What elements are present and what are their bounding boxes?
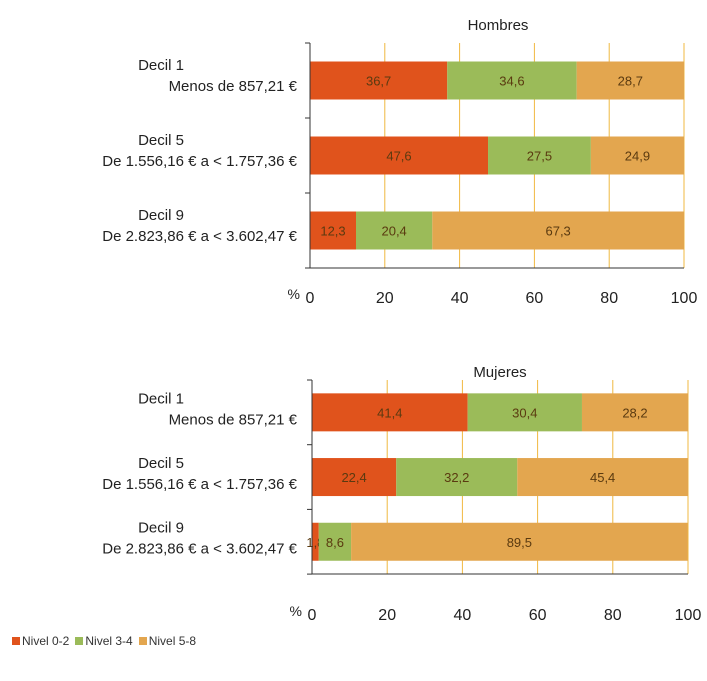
hombres-category-label-decil-9-line-2: De 2.823,86 € a < 3.602,47 € [102,228,297,245]
hombres-bar-decil-9-nivel-3-4 [356,211,433,250]
legend-label-nivel-5-8: Nivel 5-8 [148,634,197,648]
hombres-data-label-decil-5-nivel-5-8: 24,9 [625,149,650,164]
mujeres-x-tick-label-100: 100 [675,607,702,624]
hombres-bar-decil-1-nivel-5-8 [576,61,684,100]
mujeres-data-label-decil-9-nivel-3-4: 8,6 [326,535,344,550]
legend-item-nivel-0-2: Nivel 0-2 [12,634,69,648]
hombres-x-tick-label-20: 20 [376,290,394,307]
mujeres-bar-decil-1-nivel-0-2 [312,393,468,432]
hombres-data-label-decil-1-nivel-3-4: 34,6 [499,74,524,89]
mujeres-data-label-decil-1-nivel-0-2: 41,4 [377,405,402,420]
mujeres-x-tick-label-40: 40 [454,607,472,624]
legend-swatch-nivel-3-4 [75,637,84,645]
hombres-bar-decil-1-nivel-0-2 [310,61,448,100]
hombres-data-label-decil-5-nivel-3-4: 27,5 [527,149,552,164]
mujeres-bar-decil-5-nivel-0-2 [312,458,397,497]
hombres-bar-decil-5-nivel-0-2 [310,136,489,175]
hombres-bar-decil-5-nivel-3-4 [488,136,591,175]
hombres-x-tick-label-80: 80 [600,290,618,307]
mujeres-category-label-decil-9-line-1: Decil 9 [138,520,184,537]
hombres-data-label-decil-9-nivel-0-2: 12,3 [320,224,345,239]
mujeres-bar-decil-9-nivel-3-4 [318,522,352,561]
hombres-x-tick-label-0: 0 [306,290,315,307]
mujeres-bar-decil-1-nivel-5-8 [581,393,688,432]
mujeres-title: Mujeres [473,364,526,381]
legend-label-nivel-3-4: Nivel 3-4 [85,634,133,648]
legend-swatch-nivel-0-2 [12,637,20,645]
legend-item-nivel-3-4: Nivel 3-4 [75,634,133,648]
mujeres-bar-decil-5-nivel-5-8 [517,458,688,497]
hombres-data-label-decil-1-nivel-0-2: 36,7 [366,74,391,89]
hombres-data-label-decil-1-nivel-5-8: 28,7 [618,74,643,89]
mujeres-bar-decil-9-nivel-5-8 [351,522,688,561]
mujeres-x-tick-label-80: 80 [604,607,622,624]
mujeres-data-label-decil-1-nivel-5-8: 28,2 [622,405,647,420]
mujeres-x-axis-label: % [290,603,302,619]
mujeres-category-label-decil-1-line-2: Menos de 857,21 € [169,411,298,428]
mujeres-x-tick-label-60: 60 [529,607,547,624]
hombres-bar-decil-9-nivel-0-2 [310,211,357,250]
hombres-x-tick-label-40: 40 [451,290,469,307]
hombres-bar-decil-1-nivel-3-4 [447,61,577,100]
mujeres-data-label-decil-9-nivel-5-8: 89,5 [507,535,532,550]
hombres-category-label-decil-5-line-2: De 1.556,16 € a < 1.757,36 € [102,153,297,170]
hombres-title: Hombres [468,17,529,34]
mujeres-chart: Mujeres 41,4 30,4 28,2 Decil 1 Menos de 857,2… [102,364,701,624]
mujeres-data-label-decil-5-nivel-3-4: 32,2 [444,470,469,485]
legend: Nivel 0-2 Nivel 3-4 Nivel 5-8 [12,634,196,648]
hombres-data-label-decil-9-nivel-3-4: 20,4 [381,224,406,239]
legend-item-nivel-5-8: Nivel 5-8 [138,634,197,648]
hombres-chart: Hombres 36,7 34,6 28,7 Decil 1 Menos de 857,2… [102,17,697,307]
mujeres-x-tick-label-20: 20 [378,607,396,624]
mujeres-x-tick-label-0: 0 [308,607,317,624]
mujeres-bar-decil-5-nivel-3-4 [396,458,518,497]
hombres-x-axis-label: % [288,286,300,302]
hombres-category-label-decil-9-line-1: Decil 9 [138,207,184,224]
mujeres-data-label-decil-5-nivel-5-8: 45,4 [590,470,615,485]
hombres-x-tick-label-100: 100 [671,290,698,307]
mujeres-data-label-decil-5-nivel-0-2: 22,4 [341,470,366,485]
hombres-category-label-decil-1-line-1: Decil 1 [138,57,184,74]
legend-label-nivel-0-2: Nivel 0-2 [22,634,70,648]
mujeres-category-label-decil-1-line-1: Decil 1 [138,390,184,407]
mujeres-category-label-decil-5-line-1: Decil 5 [138,455,184,472]
hombres-x-tick-label-60: 60 [526,290,544,307]
hombres-data-label-decil-5-nivel-0-2: 47,6 [386,149,411,164]
chart-canvas: Hombres 36,7 34,6 28,7 Decil 1 Menos de 857,2… [102,17,701,624]
hombres-bar-decil-9-nivel-5-8 [432,211,684,250]
hombres-data-label-decil-9-nivel-5-8: 67,3 [545,224,570,239]
hombres-category-label-decil-1-line-2: Menos de 857,21 € [169,78,298,95]
hombres-category-label-decil-5-line-1: Decil 5 [138,132,184,149]
mujeres-bar-decil-9-nivel-0-2 [312,522,319,561]
mujeres-category-label-decil-5-line-2: De 1.556,16 € a < 1.757,36 € [102,476,297,493]
mujeres-data-label-decil-1-nivel-3-4: 30,4 [512,405,537,420]
mujeres-category-label-decil-9-line-2: De 2.823,86 € a < 3.602,47 € [102,541,297,558]
hombres-bar-decil-5-nivel-5-8 [590,136,684,175]
mujeres-bar-decil-1-nivel-3-4 [467,393,582,432]
legend-swatch-nivel-5-8 [138,637,147,645]
